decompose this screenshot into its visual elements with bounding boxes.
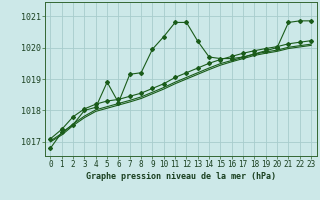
X-axis label: Graphe pression niveau de la mer (hPa): Graphe pression niveau de la mer (hPa) — [86, 172, 276, 181]
